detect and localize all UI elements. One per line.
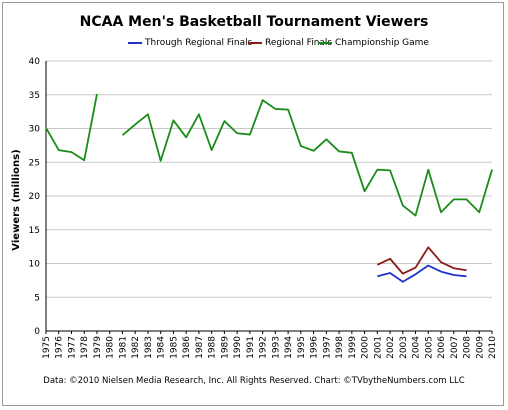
x-tick-label: 1999: [348, 336, 358, 359]
x-tick-label: 1993: [271, 336, 281, 359]
x-tick-label: 1997: [322, 336, 332, 359]
x-tick-label: 1994: [284, 336, 294, 359]
legend-label: Championship Game: [335, 38, 429, 48]
x-tick-label: 1978: [80, 336, 90, 359]
y-tick-label: 20: [29, 192, 41, 202]
series-line: [377, 264, 467, 283]
x-tick-label: 1987: [195, 336, 205, 359]
series-layer: [45, 93, 493, 283]
y-tick-label: 5: [34, 293, 40, 303]
legend-item-championship-game: Championship Game: [318, 38, 429, 48]
axis-layer: [45, 61, 493, 334]
x-tick-label: 2002: [386, 336, 396, 359]
x-tick-label: 1981: [118, 336, 128, 359]
x-tick-label: 1988: [208, 336, 218, 359]
y-tick-label: 35: [29, 91, 40, 101]
legend-swatch: [248, 42, 262, 44]
x-tick-label: 2006: [437, 336, 447, 359]
x-tick-label: 1976: [55, 336, 65, 359]
legend-item-through-regional-finals: Through Regional Finals: [128, 38, 252, 48]
x-tick-label: 2005: [424, 336, 434, 359]
x-tick-label: 1979: [93, 336, 103, 359]
x-tick-label: 1992: [259, 336, 269, 359]
y-tick-label: 40: [29, 57, 41, 67]
y-tick-label: 30: [29, 125, 41, 135]
x-tick-label: 1991: [246, 336, 256, 359]
label-layer: 0 5 10 15 20 25 30 35 40 1975 1976 1977 1978 1979 1980…: [29, 57, 498, 359]
y-tick-label: 25: [29, 158, 40, 168]
x-tick-label: 2008: [463, 336, 473, 359]
x-tick-label: 2000: [361, 336, 371, 359]
y-tick-label: 10: [29, 260, 41, 270]
x-tick-label: 1980: [106, 336, 116, 359]
x-tick-label: 2010: [488, 336, 498, 359]
x-tick-label: 1983: [144, 336, 154, 359]
legend-swatch: [318, 42, 332, 44]
legend-label: Regional Finals: [265, 38, 333, 48]
legend-label: Through Regional Finals: [145, 38, 253, 48]
x-tick-label: 1984: [157, 336, 167, 359]
x-tick-label: 1998: [335, 336, 345, 359]
x-tick-label: 1977: [67, 336, 77, 359]
x-tick-label: 2004: [412, 336, 422, 359]
legend-swatch: [128, 42, 142, 44]
series-line: [376, 246, 467, 275]
x-tick-label: 1986: [182, 336, 192, 359]
grid-layer: [46, 60, 492, 332]
x-tick-label: 1989: [220, 336, 230, 359]
x-tick-label: 2003: [399, 336, 409, 359]
x-tick-label: 2009: [475, 336, 485, 359]
x-tick-label: 1995: [297, 336, 307, 359]
source-note: Data: ©2010 Nielsen Media Research, Inc.…: [43, 376, 465, 386]
series-regional-finals: [376, 246, 467, 275]
y-tick-label: 15: [29, 226, 40, 236]
series-championship-game: [45, 93, 493, 217]
chart-legend: Through Regional Finals Regional Finals …: [0, 38, 508, 52]
chart-title: NCAA Men's Basketball Tournament Viewers: [79, 14, 429, 30]
y-axis-title: Viewers (millions): [11, 149, 22, 250]
x-tick-label: 1975: [42, 336, 52, 359]
legend-item-regional-finals: Regional Finals: [248, 38, 332, 48]
x-tick-label: 2001: [373, 336, 383, 359]
series-line: [45, 93, 493, 217]
x-tick-label: 1982: [131, 336, 141, 359]
x-tick-label: 1996: [310, 336, 320, 359]
x-tick-label: 2007: [450, 336, 460, 359]
series-through-regional-finals: [377, 264, 467, 283]
x-tick-label: 1985: [169, 336, 179, 359]
y-tick-label: 0: [34, 327, 40, 337]
chart-frame: [2, 2, 504, 406]
x-tick-label: 1990: [233, 336, 243, 359]
